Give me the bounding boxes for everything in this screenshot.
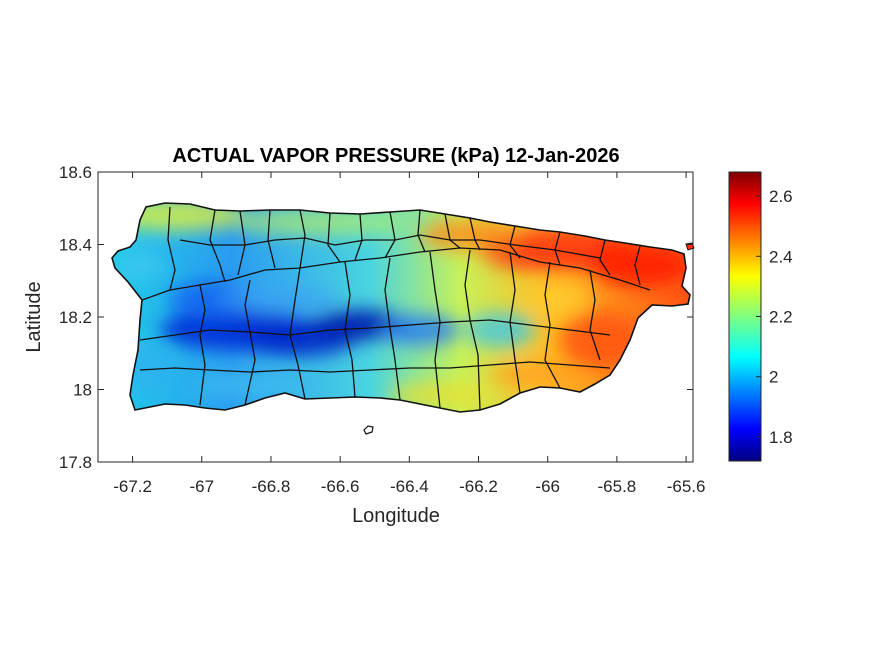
x-tick-label: -66.2	[459, 477, 498, 496]
municipality-boundaries	[139, 206, 651, 411]
island-coastline	[111, 202, 691, 413]
x-axis-ticks: -67.2 -67 -66.8 -66.6 -66.4 -66.2 -66 -65.8 -65.…	[113, 172, 705, 496]
x-tick-label: -66.6	[321, 477, 360, 496]
x-axis-label: Longitude	[352, 505, 440, 527]
caja-de-muertos-island	[363, 425, 374, 435]
colorbar-tick-label: 2.2	[769, 308, 793, 327]
colorbar-ticks: 1.8 2 2.2 2.4 2.6	[756, 187, 793, 447]
vapor-pressure-field	[112, 203, 690, 412]
x-tick-label: -66	[535, 477, 560, 496]
chart-title: ACTUAL VAPOR PRESSURE (kPa) 12-Jan-2026	[172, 145, 619, 167]
x-tick-label: -65.8	[598, 477, 637, 496]
y-tick-label: 18.6	[59, 163, 92, 182]
y-tick-label: 18	[73, 381, 92, 400]
colorbar-tick-label: 2	[769, 368, 778, 387]
x-tick-label: -66.8	[252, 477, 291, 496]
colorbar-tick-label: 1.8	[769, 428, 793, 447]
colorbar-tick-label: 2.4	[769, 247, 793, 266]
x-tick-label: -66.4	[390, 477, 429, 496]
colorbar-tick-label: 2.6	[769, 187, 793, 206]
y-tick-label: 17.8	[59, 453, 92, 472]
x-tick-label: -67	[189, 477, 214, 496]
y-tick-label: 18.4	[59, 236, 92, 255]
y-tick-label: 18.2	[59, 308, 92, 327]
x-tick-label: -65.6	[667, 477, 706, 496]
x-tick-label: -67.2	[113, 477, 152, 496]
y-axis-ticks: 17.8 18 18.2 18.4 18.6	[59, 163, 693, 472]
y-axis-label: Latitude	[23, 281, 45, 352]
